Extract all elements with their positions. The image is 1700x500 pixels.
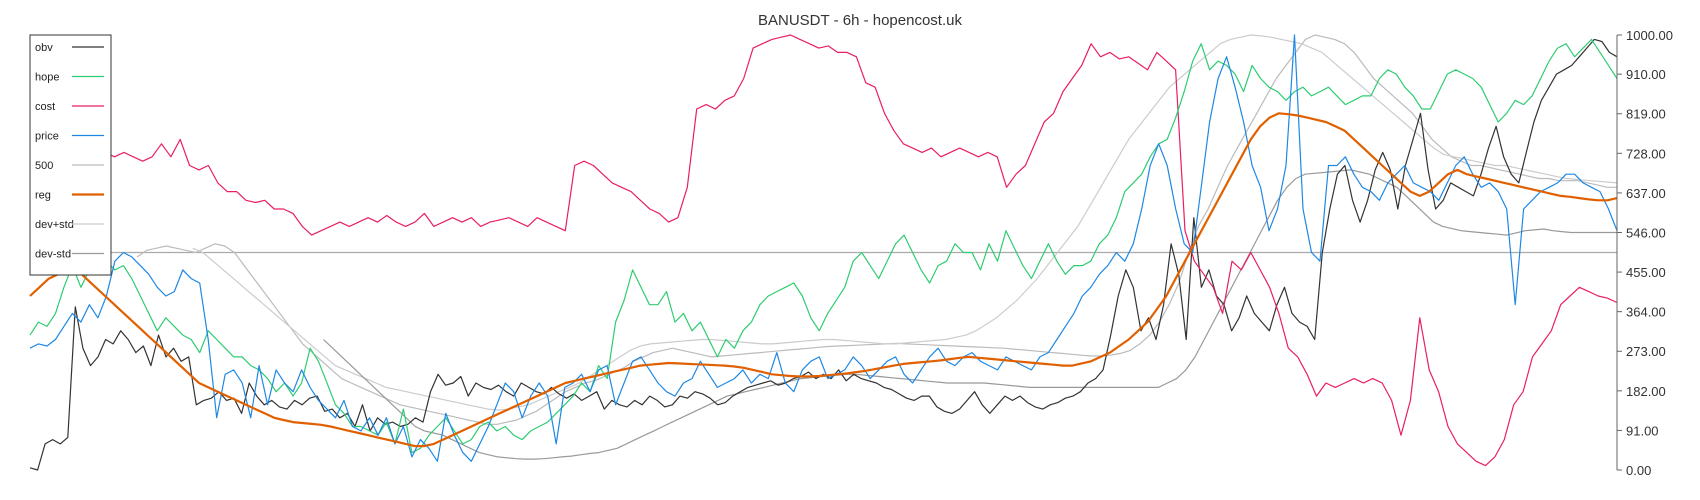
y-tick-label: 182.00 [1626,384,1666,399]
series-line-2 [29,34,1618,467]
y-axis: 0.00 91.00 182.00 273.00 364.00 455.00 546.00 6… [1616,28,1673,478]
series-line-0 [29,38,1618,471]
plot-area [29,34,1618,471]
legend-label: cost [35,101,55,113]
y-tick-label: 364.00 [1626,305,1666,320]
y-tick-label: 0.00 [1626,463,1651,478]
legend-label: dev+std [35,219,74,231]
y-tick-label: 637.00 [1626,186,1666,201]
series-line-3 [29,34,1618,462]
chart-title: BANUSDT - 6h - hopencost.uk [758,12,962,29]
series-line-6 [192,34,1618,411]
legend-label: 500 [35,160,53,172]
legend-label: price [35,131,59,143]
legend-label: obv [35,42,53,54]
legend-label: reg [35,190,51,202]
y-tick-label: 819.00 [1626,107,1666,122]
legend-label: dev-std [35,249,71,261]
y-tick-label: 91.00 [1626,423,1659,438]
y-tick-label: 1000.00 [1626,28,1673,43]
legend-label: hope [35,72,59,84]
y-tick-label: 455.00 [1626,265,1666,280]
y-tick-label: 910.00 [1626,67,1666,82]
legend: obv hope cost price 500 reg dev+std dev-std [29,34,112,276]
series-line-1 [29,38,1618,454]
y-tick-label: 546.00 [1626,225,1666,240]
series-line-4 [136,34,1617,425]
legend-box [29,34,112,276]
y-tick-label: 728.00 [1626,146,1666,161]
series-line-5 [29,112,1618,448]
y-tick-label: 273.00 [1626,344,1666,359]
